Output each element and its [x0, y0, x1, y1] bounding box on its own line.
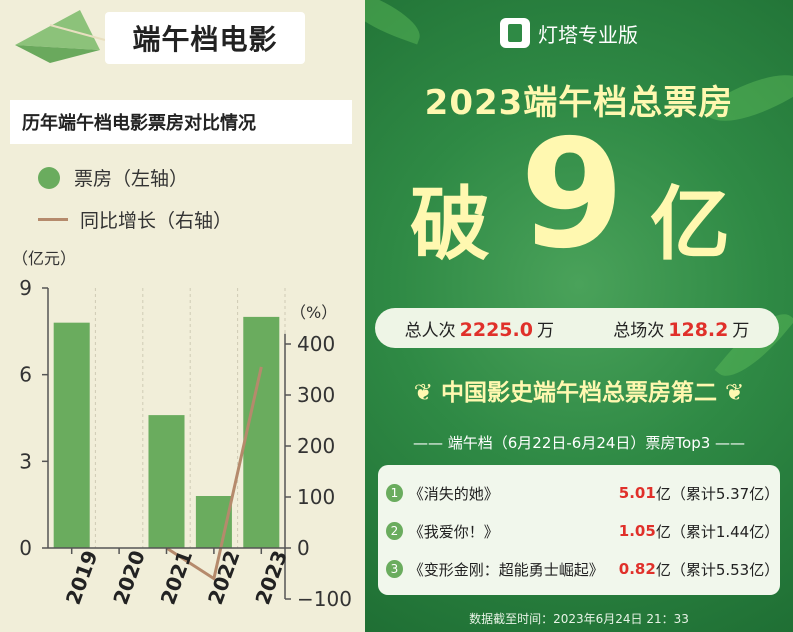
list-item: 2 《我爱你！》 1.05 亿（累计1.44亿） [386, 515, 780, 547]
x-tick-label: 2019 [61, 547, 103, 608]
movie-cumulative: （累计5.37亿） [670, 484, 780, 503]
right-tick-label: 200 [297, 434, 335, 458]
bar-2021 [148, 415, 185, 548]
right-tick-label: −100 [297, 587, 352, 611]
x-tick-label: 2020 [108, 547, 150, 608]
x-tick-label: 2021 [156, 547, 198, 608]
legend-item-yoy: 同比增长（右轴） [38, 206, 232, 233]
top3-title: —— 端午档（6月22日-6月24日）票房Top3 —— [412, 434, 746, 452]
bar-2019 [53, 322, 90, 548]
movie-title: 《消失的她》 [408, 484, 499, 503]
page-title: 端午档电影 [105, 12, 305, 64]
attendance-stat: 总人次 2225.0 万 [404, 318, 554, 341]
left-panel: 端午档电影 历年端午档电影票房对比情况 票房（左轴） 同比增长（右轴） （亿元）… [0, 0, 370, 632]
big-text-nine: 9 [520, 108, 625, 282]
rank-badge: 3 [386, 560, 403, 578]
leaf-decoration [365, 0, 428, 45]
movie-title: 《变形金刚：超能勇士崛起》 [408, 560, 604, 579]
laurel-right-icon: ❦ [717, 380, 745, 406]
big-text-po: 破 [410, 178, 490, 271]
screenings-stat: 总场次 128.2 万 [613, 318, 750, 341]
headline: 2023端午档总票房 [424, 83, 734, 123]
zongzi-icon [15, 10, 106, 63]
left-tick-label: 6 [19, 363, 32, 387]
x-tick-label: 2022 [203, 547, 245, 608]
top3-list: 1 《消失的她》 5.01 亿（累计5.37亿） 2 《我爱你！》 1.05 亿（累… [378, 465, 780, 595]
right-tick-label: 400 [297, 332, 335, 356]
movie-gross: 5.01 [618, 484, 656, 502]
rank-badge: 1 [386, 484, 403, 502]
left-tick-label: 9 [19, 276, 32, 300]
yoy-line [165, 366, 263, 582]
brand-name: 灯塔专业版 [538, 22, 638, 47]
movie-cumulative: （累计5.53亿） [670, 560, 780, 579]
laurel-left-icon: ❦ [413, 380, 441, 406]
movie-gross: 1.05 [618, 522, 656, 540]
movie-cumulative: （累计1.44亿） [670, 522, 780, 541]
rank-text: ❦ 中国影史端午档总票房第二 ❦ [413, 380, 745, 406]
lighthouse-logo-icon [500, 18, 530, 48]
legend-label: 票房（左轴） [74, 168, 189, 190]
brand: 灯塔专业版 [500, 18, 638, 48]
bar-2023 [243, 316, 280, 548]
legend-item-box-office: 票房（左轴） [38, 164, 188, 191]
left-axis-unit: （亿元） [12, 249, 76, 268]
right-tick-label: 300 [297, 383, 335, 407]
movie-gross: 0.82 [618, 560, 656, 578]
legend-label: 同比增长（右轴） [80, 210, 233, 232]
chart-subtitle: 历年端午档电影票房对比情况 [10, 100, 352, 144]
rank-badge: 2 [386, 522, 403, 540]
stats-bar: 总人次 2225.0 万 总场次 128.2 万 [375, 308, 779, 348]
right-tick-label: 100 [297, 485, 335, 509]
movie-title: 《我爱你！》 [408, 522, 499, 541]
list-item: 1 《消失的她》 5.01 亿（累计5.37亿） [386, 477, 780, 509]
left-tick-label: 3 [19, 449, 32, 473]
data-timestamp: 数据截至时间：2023年6月24日 21：33 [469, 612, 689, 626]
list-item: 3 《变形金刚：超能勇士崛起》 0.82 亿（累计5.53亿） [386, 553, 780, 585]
left-tick-label: 0 [19, 536, 32, 560]
legend-swatch [38, 166, 60, 189]
right-tick-label: 0 [297, 536, 310, 560]
legend-line [38, 218, 68, 221]
big-text-yi: 亿 [650, 178, 730, 271]
right-axis-unit: （%） [290, 303, 337, 322]
